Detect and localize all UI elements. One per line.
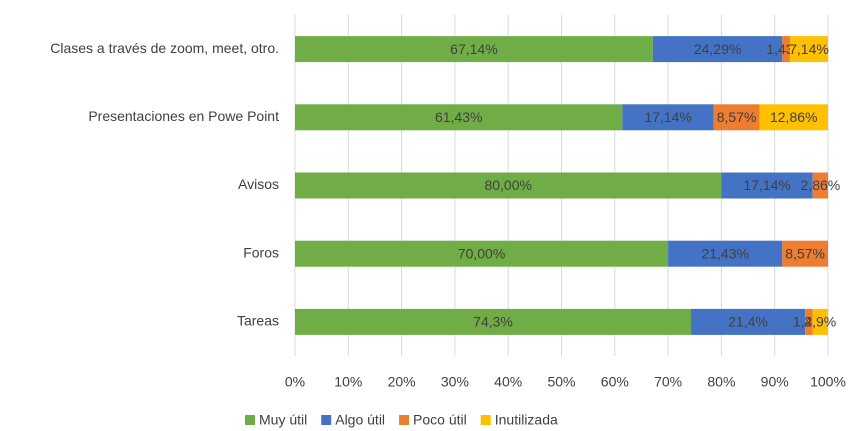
- y-tick-label: Avisos: [238, 176, 279, 192]
- data-label: 21,43%: [701, 245, 748, 261]
- x-tick-label: 50%: [547, 374, 575, 390]
- y-tick-label: Foros: [243, 244, 279, 260]
- legend-label: Algo útil: [335, 412, 385, 428]
- bar-segment: [782, 36, 790, 63]
- y-tick-label: Clases a través de zoom, meet, otro.: [50, 40, 279, 56]
- data-label: 7,14%: [789, 41, 829, 57]
- x-tick-label: 0%: [285, 374, 305, 390]
- bar-segment: [812, 308, 828, 335]
- legend-swatch: [321, 415, 332, 425]
- legend-label: Inutilizada: [495, 412, 558, 428]
- data-label: 21,4%: [728, 314, 768, 330]
- bar-segment: [652, 36, 783, 63]
- data-label: 61,43%: [435, 109, 482, 125]
- bar-segment: [295, 240, 669, 267]
- legend-label: Poco útil: [413, 412, 467, 428]
- legend-swatch: [480, 415, 491, 425]
- x-tick-label: 40%: [494, 374, 522, 390]
- data-label: 8,57%: [717, 109, 757, 125]
- data-label: 2,9%: [804, 314, 836, 330]
- x-tick-label: 30%: [441, 374, 469, 390]
- legend-swatch: [245, 415, 255, 425]
- data-label: 24,29%: [694, 41, 741, 57]
- legend-swatch: [399, 415, 410, 425]
- legend-label: Muy útil: [259, 412, 307, 428]
- x-tick-label: 20%: [388, 374, 416, 390]
- data-label: 70,00%: [458, 245, 505, 261]
- bar-segment: [295, 308, 692, 335]
- x-tick-label: 10%: [334, 374, 362, 390]
- bar-segment: [789, 36, 828, 63]
- bar-segment: [721, 172, 813, 199]
- data-label: 67,14%: [450, 41, 497, 57]
- bar-segment: [668, 240, 783, 267]
- bar-segment: [691, 308, 806, 335]
- data-label: 17,14%: [743, 177, 790, 193]
- bar-segment: [622, 104, 714, 131]
- data-label: 74,3%: [473, 314, 513, 330]
- x-tick-label: 100%: [810, 374, 846, 390]
- data-label: 12,86%: [770, 109, 817, 125]
- bar-segment: [805, 308, 813, 335]
- x-tick-label: 90%: [761, 374, 789, 390]
- bar-segment: [759, 104, 828, 131]
- y-tick-label: Tareas: [237, 313, 279, 329]
- y-tick-label: Presentaciones en Powe Point: [88, 108, 279, 124]
- x-tick-label: 80%: [707, 374, 735, 390]
- x-tick-label: 70%: [654, 374, 682, 390]
- x-tick-label: 60%: [601, 374, 629, 390]
- bar-segment: [713, 104, 760, 131]
- data-label: 2,86%: [801, 177, 841, 193]
- data-label: 17,14%: [644, 109, 691, 125]
- bar-segment: [295, 172, 722, 199]
- data-label: 8,57%: [785, 245, 825, 261]
- bar-segment: [295, 104, 623, 131]
- bar-segment: [295, 36, 653, 63]
- bar-segment: [812, 172, 828, 199]
- data-label: 80,00%: [484, 177, 531, 193]
- bar-segment: [782, 240, 828, 267]
